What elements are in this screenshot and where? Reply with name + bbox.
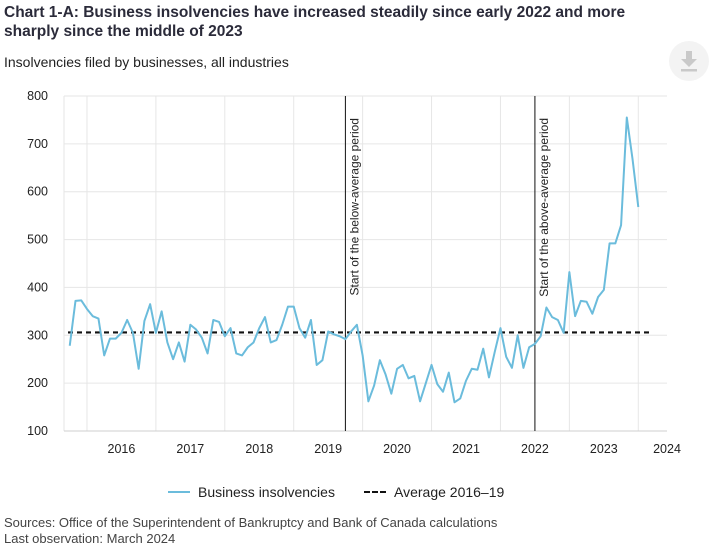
y-tick-label: 300 xyxy=(27,328,48,342)
y-tick-label: 400 xyxy=(27,280,48,294)
x-tick-label: 2022 xyxy=(521,442,549,456)
legend-swatch-line xyxy=(168,491,190,493)
sources-note: Sources: Office of the Superintendent of… xyxy=(4,515,497,547)
x-tick-label: 2017 xyxy=(176,442,204,456)
download-icon xyxy=(681,51,697,72)
legend-label-average: Average 2016–19 xyxy=(394,484,505,500)
chart-title: Chart 1-A: Business insolvencies have in… xyxy=(4,4,626,40)
x-tick-label: 2018 xyxy=(245,442,273,456)
sources-line: Sources: Office of the Superintendent of… xyxy=(4,515,498,530)
legend: Business insolvencies Average 2016–19 xyxy=(0,484,722,502)
vline-label: Start of the below-average period xyxy=(347,118,361,295)
x-tick-label: 2023 xyxy=(590,442,618,456)
chart-area: 100 200 300 400 500 600 700 800 2016 2017 2018 2019… xyxy=(27,89,681,456)
y-tick-label: 600 xyxy=(27,185,48,199)
x-tick-label: 2024 xyxy=(653,442,681,456)
legend-item-average[interactable]: Average 2016–19 xyxy=(364,484,504,500)
y-tick-label: 200 xyxy=(27,376,48,390)
y-tick-label: 800 xyxy=(27,89,48,103)
vline-label: Start of the above-average period xyxy=(537,118,551,297)
y-tick-label: 100 xyxy=(27,424,48,438)
x-tick-label: 2021 xyxy=(452,442,480,456)
x-tick-label: 2019 xyxy=(314,442,342,456)
download-button[interactable] xyxy=(669,41,709,81)
y-tick-label: 500 xyxy=(27,233,48,247)
chart-subtitle: Insolvencies filed by businesses, all in… xyxy=(4,54,289,70)
legend-item-insolvencies[interactable]: Business insolvencies xyxy=(168,484,335,500)
x-tick-label: 2020 xyxy=(383,442,411,456)
y-tick-label: 700 xyxy=(27,137,48,151)
insolvencies-series-line xyxy=(68,116,640,404)
x-tick-label: 2016 xyxy=(108,442,136,456)
legend-label-insolvencies: Business insolvencies xyxy=(198,484,335,500)
legend-swatch-dashed xyxy=(364,491,386,493)
last-observation-line: Last observation: March 2024 xyxy=(4,531,176,546)
